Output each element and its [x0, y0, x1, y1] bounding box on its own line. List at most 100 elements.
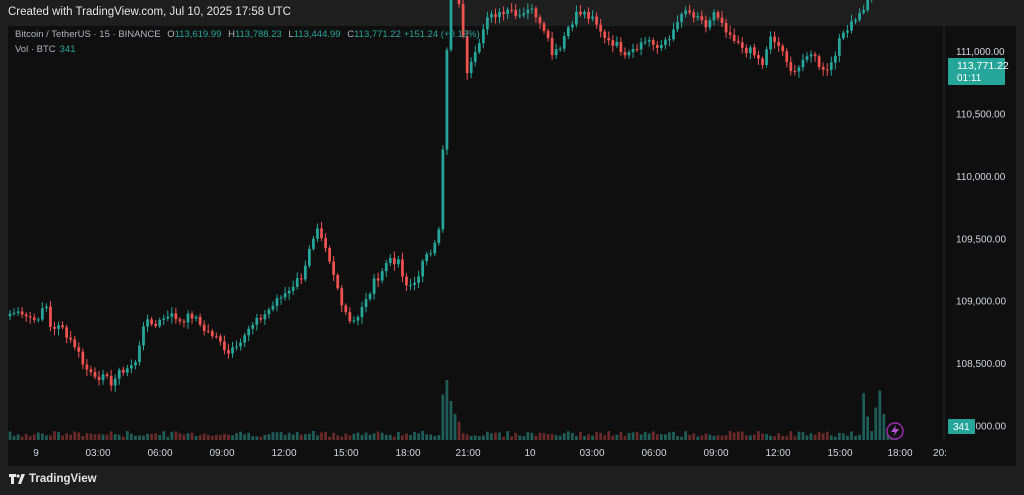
- candle[interactable]: [813, 51, 817, 62]
- candle[interactable]: [279, 295, 283, 305]
- candle[interactable]: [611, 35, 615, 53]
- candle[interactable]: [49, 301, 52, 332]
- candle[interactable]: [854, 17, 857, 25]
- candle[interactable]: [299, 273, 303, 285]
- candle[interactable]: [793, 64, 797, 76]
- candle[interactable]: [522, 7, 526, 18]
- candle[interactable]: [150, 317, 153, 326]
- candle[interactable]: [146, 314, 149, 332]
- candle[interactable]: [842, 30, 845, 41]
- candle[interactable]: [101, 369, 105, 385]
- candle[interactable]: [570, 20, 574, 32]
- candle[interactable]: [8, 310, 12, 321]
- candle[interactable]: [388, 254, 392, 267]
- candle[interactable]: [643, 36, 647, 46]
- candle[interactable]: [267, 307, 271, 319]
- candle[interactable]: [356, 315, 360, 326]
- candle[interactable]: [154, 319, 158, 328]
- candle[interactable]: [748, 45, 752, 60]
- candle[interactable]: [392, 251, 396, 271]
- lightning-icon[interactable]: [886, 422, 904, 440]
- candle[interactable]: [316, 223, 319, 242]
- candle[interactable]: [129, 359, 133, 374]
- candle[interactable]: [105, 372, 109, 379]
- candle[interactable]: [538, 14, 542, 30]
- candle[interactable]: [295, 272, 299, 290]
- candle[interactable]: [506, 7, 509, 19]
- candle[interactable]: [336, 273, 340, 291]
- candle[interactable]: [514, 4, 518, 20]
- candle[interactable]: [696, 11, 700, 21]
- candle[interactable]: [24, 312, 28, 322]
- candle[interactable]: [647, 36, 651, 48]
- candle[interactable]: [328, 245, 331, 265]
- candle[interactable]: [668, 35, 671, 47]
- candle[interactable]: [81, 348, 85, 370]
- candle[interactable]: [93, 367, 97, 380]
- candle[interactable]: [113, 374, 117, 392]
- candle[interactable]: [65, 324, 69, 344]
- candle[interactable]: [579, 5, 582, 17]
- candle[interactable]: [186, 310, 190, 329]
- candle[interactable]: [312, 235, 315, 251]
- candle[interactable]: [850, 14, 853, 34]
- candle[interactable]: [291, 280, 295, 295]
- candle[interactable]: [372, 274, 376, 300]
- candle[interactable]: [271, 301, 275, 312]
- chart-pane[interactable]: [8, 26, 1016, 466]
- candle[interactable]: [109, 369, 113, 392]
- candle[interactable]: [324, 233, 327, 252]
- candle[interactable]: [409, 278, 412, 291]
- candle[interactable]: [692, 9, 696, 23]
- candle[interactable]: [134, 359, 137, 370]
- candle[interactable]: [89, 365, 93, 376]
- candle[interactable]: [481, 24, 485, 49]
- candle[interactable]: [498, 8, 501, 24]
- candle[interactable]: [380, 268, 384, 284]
- candle[interactable]: [684, 6, 688, 18]
- candle[interactable]: [449, 0, 453, 53]
- candle[interactable]: [445, 47, 449, 155]
- candle[interactable]: [259, 314, 263, 323]
- candle[interactable]: [247, 325, 251, 341]
- candle[interactable]: [287, 286, 291, 300]
- candle[interactable]: [757, 50, 760, 65]
- candle[interactable]: [809, 50, 813, 63]
- candle[interactable]: [425, 251, 429, 266]
- candle[interactable]: [761, 56, 764, 69]
- candle[interactable]: [332, 255, 336, 282]
- candle[interactable]: [534, 6, 538, 23]
- candle[interactable]: [708, 17, 712, 31]
- candle[interactable]: [178, 317, 182, 325]
- candle[interactable]: [773, 31, 777, 49]
- candle[interactable]: [680, 12, 683, 28]
- candle[interactable]: [251, 321, 255, 335]
- candle[interactable]: [73, 335, 77, 350]
- candle[interactable]: [117, 367, 121, 385]
- candle[interactable]: [486, 11, 489, 35]
- candle[interactable]: [817, 54, 821, 71]
- candle[interactable]: [744, 44, 748, 58]
- candle[interactable]: [821, 62, 825, 76]
- candle[interactable]: [85, 359, 89, 376]
- candle[interactable]: [384, 259, 388, 278]
- candle[interactable]: [465, 30, 469, 80]
- candle[interactable]: [659, 40, 663, 52]
- candle[interactable]: [20, 307, 24, 319]
- candle[interactable]: [174, 307, 178, 324]
- candle[interactable]: [753, 43, 756, 59]
- candle[interactable]: [344, 303, 348, 316]
- candle[interactable]: [829, 56, 833, 76]
- candle[interactable]: [862, 4, 866, 15]
- candle[interactable]: [364, 292, 368, 313]
- candle[interactable]: [45, 303, 48, 312]
- candle[interactable]: [218, 333, 222, 346]
- candle[interactable]: [348, 307, 352, 324]
- candle[interactable]: [227, 343, 230, 359]
- candle[interactable]: [765, 46, 768, 68]
- candle[interactable]: [166, 310, 170, 322]
- candle[interactable]: [546, 28, 550, 42]
- candle[interactable]: [587, 7, 590, 24]
- candle[interactable]: [477, 38, 481, 55]
